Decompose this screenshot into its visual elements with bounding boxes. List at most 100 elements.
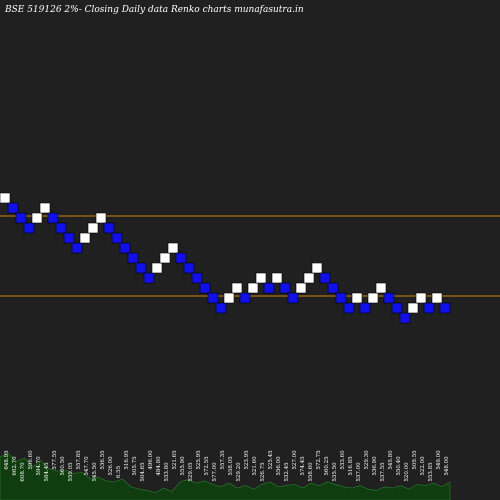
tick-label-11: 545.50 [92,462,98,482]
tick-label-45: 529.30 [364,450,370,470]
tick-label-40: 560.25 [324,456,330,476]
tick-label-38: 558.60 [308,462,314,482]
renko-bricks [0,192,451,324]
tick-label-25: 572.55 [204,456,210,476]
brick-54-up [431,292,443,304]
brick-15-down [119,242,131,254]
brick-42-down [335,292,347,304]
brick-22-down [175,252,187,264]
tick-label-20: 533.80 [164,462,170,482]
tick-label-32: 526.75 [260,462,266,482]
brick-1-down [7,202,19,214]
tick-label-15: 516.95 [124,450,130,470]
brick-6-down [47,212,59,224]
brick-46-up [367,292,379,304]
brick-0-up [0,192,11,204]
tick-label-2: 608.70 [20,462,26,482]
brick-10-up [79,232,91,244]
tick-label-35: 532.45 [284,462,290,482]
tick-label-44: 537.00 [356,462,362,482]
brick-33-down [263,282,275,294]
tick-label-0: 648.95 [4,450,10,470]
brick-20-up [159,252,171,264]
brick-23-down [183,262,195,274]
brick-55-down [439,302,451,314]
brick-35-down [279,282,291,294]
brick-14-down [111,232,123,244]
brick-12-up [95,212,107,224]
brick-18-down [143,272,155,284]
tick-label-33: 525.45 [268,450,274,470]
brick-4-up [31,212,43,224]
brick-43-down [343,302,355,314]
brick-50-down [399,312,411,324]
brick-29-up [231,282,243,294]
tick-label-29: 529.20 [236,462,242,482]
tick-label-18: 496.00 [148,450,154,470]
brick-31-up [247,282,259,294]
brick-19-up [151,262,163,274]
tick-label-28: 558.05 [228,456,234,476]
volume-series [0,452,451,500]
brick-21-up [167,242,179,254]
brick-26-down [207,292,219,304]
tick-label-51: 509.55 [412,450,418,470]
tick-label-55: 548.00 [444,456,450,476]
brick-24-down [191,272,203,284]
brick-16-down [127,252,139,264]
tick-label-4: 594.70 [36,456,42,476]
tick-label-43: 516.85 [348,456,354,476]
brick-52-up [415,292,427,304]
tick-label-46: 536.90 [372,456,378,476]
tick-label-34: 556.00 [276,456,282,476]
tick-label-26: 577.00 [212,462,218,482]
brick-37-up [295,282,307,294]
brick-44-up [351,292,363,304]
tick-label-48: 545.80 [388,450,394,470]
tick-label-30: 523.95 [244,450,250,470]
brick-39-up [311,262,323,274]
brick-25-down [199,282,211,294]
tick-label-16: 505.75 [132,456,138,476]
tick-label-7: 560.50 [60,456,66,476]
brick-3-down [23,222,35,234]
brick-28-up [223,292,235,304]
brick-8-down [63,232,75,244]
tick-label-19: 484.80 [156,456,162,476]
brick-30-down [239,292,251,304]
brick-51-up [407,302,419,314]
tick-label-54: 549.00 [436,450,442,470]
tick-label-47: 537.55 [380,462,386,482]
tick-label-50: 520.00 [404,462,410,482]
brick-34-up [271,272,283,284]
tick-label-5: 584.45 [44,462,50,482]
tick-label-3: 596.60 [28,450,34,470]
tick-label-8: 559.05 [68,462,74,482]
tick-label-27: 557.35 [220,450,226,470]
tick-label-12: 536.55 [100,450,106,470]
tick-label-52: 522.00 [420,456,426,476]
brick-17-down [135,262,147,274]
brick-11-up [87,222,99,234]
tick-label-37: 574.45 [300,456,306,476]
tick-label-31: 521.60 [252,456,258,476]
tick-label-36: 527.00 [292,450,298,470]
brick-49-down [391,302,403,314]
brick-38-up [303,272,315,284]
tick-label-21: 521.65 [172,450,178,470]
tick-label-6: 577.55 [52,450,58,470]
brick-45-down [359,302,371,314]
tick-label-41: 535.50 [332,462,338,482]
brick-2-down [15,212,27,224]
brick-40-down [319,272,331,284]
tick-label-53: 553.85 [428,462,434,482]
brick-5-up [39,202,51,214]
brick-7-down [55,222,67,234]
brick-13-down [103,222,115,234]
tick-label-14: 6.55 [116,465,122,478]
tick-label-22: 555.90 [180,456,186,476]
tick-label-17: 504.65 [140,462,146,482]
